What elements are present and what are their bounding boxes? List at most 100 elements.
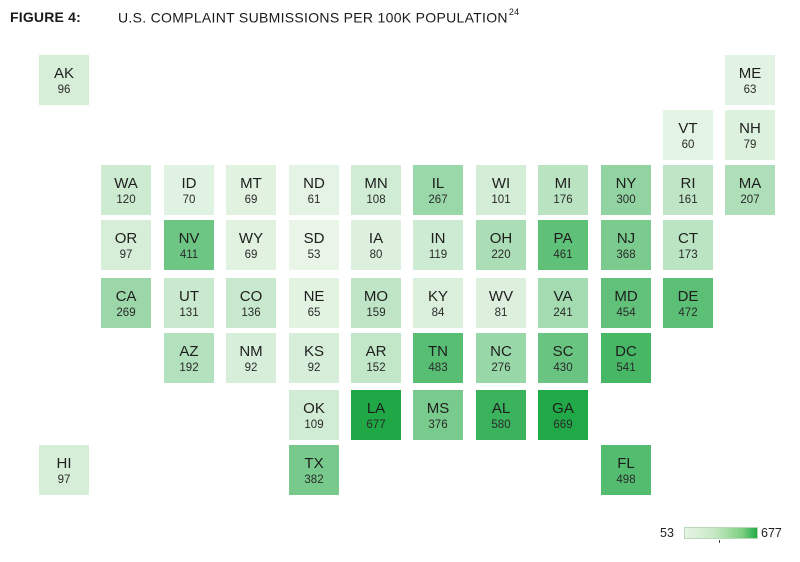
state-tile-id: ID 70 xyxy=(164,165,214,215)
state-code-label: NJ xyxy=(616,230,636,247)
state-tile-wv: WV 81 xyxy=(476,278,526,328)
state-value-label: 65 xyxy=(307,307,321,319)
state-tile-fl: FL 498 xyxy=(601,445,651,495)
state-code-label: HI xyxy=(56,455,72,472)
state-code-label: OR xyxy=(114,230,138,247)
state-tile-il: IL 267 xyxy=(413,165,463,215)
state-code-label: CT xyxy=(678,230,698,247)
state-code-label: OH xyxy=(489,230,513,247)
state-value-label: 69 xyxy=(244,249,258,261)
state-code-label: WV xyxy=(488,288,514,305)
state-value-label: 300 xyxy=(616,194,636,206)
state-tile-mn: MN 108 xyxy=(351,165,401,215)
state-tile-nd: ND 61 xyxy=(289,165,339,215)
state-code-label: SD xyxy=(303,230,325,247)
state-tile-md: MD 454 xyxy=(601,278,651,328)
state-tile-nm: NM 92 xyxy=(226,333,276,383)
state-tile-mi: MI 176 xyxy=(538,165,588,215)
state-tile-az: AZ 192 xyxy=(164,333,214,383)
state-code-label: LA xyxy=(366,400,386,417)
state-code-label: MD xyxy=(614,288,638,305)
state-code-label: WA xyxy=(114,175,138,192)
state-value-label: 60 xyxy=(681,139,695,151)
state-value-label: 382 xyxy=(304,474,324,486)
figure-label: FIGURE 4: xyxy=(10,9,82,25)
legend-gradient-bar xyxy=(684,527,758,539)
state-value-label: 161 xyxy=(678,194,698,206)
state-code-label: AR xyxy=(365,343,387,360)
state-code-label: NC xyxy=(490,343,512,360)
state-value-label: 269 xyxy=(116,307,136,319)
figure-title-text: U.S. COMPLAINT SUBMISSIONS PER 100K POPU… xyxy=(118,9,508,26)
state-tile-ks: KS 92 xyxy=(289,333,339,383)
state-value-label: 108 xyxy=(366,194,386,206)
state-code-label: AZ xyxy=(179,343,199,360)
state-value-label: 220 xyxy=(491,249,511,261)
state-value-label: 120 xyxy=(116,194,136,206)
state-tile-ut: UT 131 xyxy=(164,278,214,328)
legend-tick xyxy=(719,540,720,543)
state-code-label: PA xyxy=(553,230,573,247)
state-code-label: MI xyxy=(554,175,572,192)
state-value-label: 96 xyxy=(57,84,71,96)
state-value-label: 498 xyxy=(616,474,636,486)
state-tile-la: LA 677 xyxy=(351,390,401,440)
state-tile-ky: KY 84 xyxy=(413,278,463,328)
state-value-label: 677 xyxy=(366,419,386,431)
state-value-label: 131 xyxy=(179,307,199,319)
state-code-label: DC xyxy=(615,343,637,360)
state-code-label: SC xyxy=(552,343,574,360)
state-code-label: NE xyxy=(303,288,325,305)
state-tile-ct: CT 173 xyxy=(663,220,713,270)
state-tile-ne: NE 65 xyxy=(289,278,339,328)
state-tile-ms: MS 376 xyxy=(413,390,463,440)
state-code-label: VT xyxy=(678,120,698,137)
state-code-label: MO xyxy=(363,288,389,305)
state-value-label: 69 xyxy=(244,194,258,206)
state-code-label: MN xyxy=(364,175,388,192)
state-tile-nh: NH 79 xyxy=(725,110,775,160)
state-value-label: 411 xyxy=(179,249,199,261)
state-code-label: CA xyxy=(115,288,137,305)
state-code-label: NH xyxy=(739,120,761,137)
state-value-label: 79 xyxy=(743,139,757,151)
state-tile-mt: MT 69 xyxy=(226,165,276,215)
state-tile-sc: SC 430 xyxy=(538,333,588,383)
state-code-label: IL xyxy=(431,175,445,192)
state-tile-oh: OH 220 xyxy=(476,220,526,270)
state-value-label: 61 xyxy=(307,194,321,206)
state-value-label: 173 xyxy=(678,249,698,261)
state-tile-sd: SD 53 xyxy=(289,220,339,270)
state-value-label: 541 xyxy=(616,362,636,374)
color-legend: 53 677 xyxy=(660,526,790,543)
state-tile-ia: IA 80 xyxy=(351,220,401,270)
state-code-label: CO xyxy=(239,288,263,305)
state-value-label: 472 xyxy=(678,307,698,319)
state-code-label: OK xyxy=(303,400,325,417)
state-code-label: MS xyxy=(426,400,450,417)
state-code-label: IA xyxy=(368,230,384,247)
state-value-label: 97 xyxy=(57,474,71,486)
state-code-label: AK xyxy=(53,65,74,82)
state-value-label: 70 xyxy=(182,194,196,206)
state-value-label: 109 xyxy=(304,419,324,431)
state-code-label: ND xyxy=(303,175,325,192)
legend-min-label: 53 xyxy=(660,526,674,540)
state-code-label: DE xyxy=(677,288,699,305)
state-code-label: FL xyxy=(617,455,635,472)
state-value-label: 136 xyxy=(241,307,261,319)
state-value-label: 368 xyxy=(616,249,636,261)
state-code-label: GA xyxy=(552,400,574,417)
state-value-label: 454 xyxy=(616,307,636,319)
state-tile-al: AL 580 xyxy=(476,390,526,440)
state-value-label: 241 xyxy=(553,307,573,319)
state-code-label: UT xyxy=(179,288,199,305)
state-value-label: 92 xyxy=(244,362,258,374)
state-tile-va: VA 241 xyxy=(538,278,588,328)
state-code-label: RI xyxy=(680,175,696,192)
state-tile-vt: VT 60 xyxy=(663,110,713,160)
state-code-label: KY xyxy=(427,288,448,305)
state-code-label: NY xyxy=(615,175,637,192)
state-tile-in: IN 119 xyxy=(413,220,463,270)
state-tile-tx: TX 382 xyxy=(289,445,339,495)
